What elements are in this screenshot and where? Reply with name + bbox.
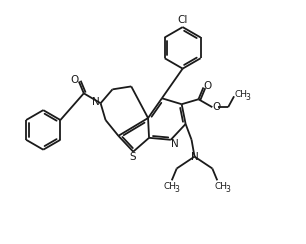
Text: O: O xyxy=(212,102,220,112)
Text: 3: 3 xyxy=(174,185,179,194)
Text: 3: 3 xyxy=(226,185,231,194)
Text: Cl: Cl xyxy=(177,15,188,25)
Text: O: O xyxy=(203,81,211,92)
Text: 3: 3 xyxy=(245,93,250,102)
Text: S: S xyxy=(129,152,136,162)
Text: N: N xyxy=(191,152,198,162)
Text: N: N xyxy=(171,139,179,149)
Text: CH: CH xyxy=(215,182,228,191)
Text: N: N xyxy=(92,97,99,107)
Text: CH: CH xyxy=(163,182,176,191)
Text: CH: CH xyxy=(234,90,248,99)
Text: O: O xyxy=(71,75,79,85)
